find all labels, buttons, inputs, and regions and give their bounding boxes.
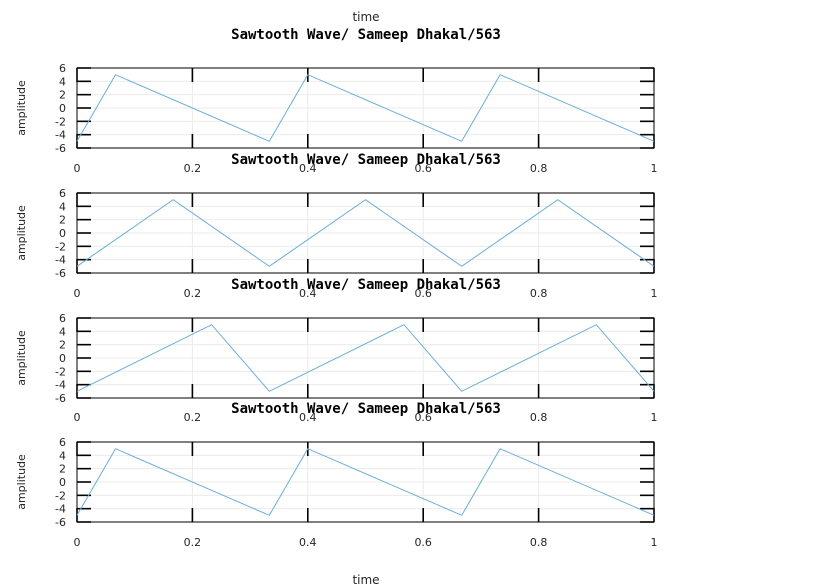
y-tick-label: 4: [59, 449, 66, 462]
x-tick-label: 0: [74, 411, 81, 424]
series-line: [76, 199, 655, 267]
x-tick-label: 0: [74, 536, 81, 549]
y-tick-label: 0: [59, 476, 66, 489]
y-axis-label: amplitude: [15, 454, 28, 510]
y-tick-label: -6: [55, 142, 66, 155]
y-tick-label: 0: [59, 227, 66, 240]
y-tick-label: 0: [59, 352, 66, 365]
x-tick-label: 0.2: [184, 536, 202, 549]
y-axis-label: amplitude: [15, 205, 28, 261]
y-tick-label: 2: [59, 89, 66, 102]
x-tick-label: 1: [651, 287, 658, 300]
y-tick-label: -2: [55, 240, 66, 253]
y-tick-label: 4: [59, 200, 66, 213]
y-tick-label: 4: [59, 75, 66, 88]
x-tick-label: 0.8: [530, 162, 548, 175]
x-tick-label: 0.6: [414, 536, 432, 549]
subplot-2: 0 0.2 0.4 0.6 0.8 16420-2-4-6amplitudeSawtoot…: [15, 152, 658, 300]
x-tick-label: 0.2: [184, 411, 202, 424]
y-tick-label: -6: [55, 516, 66, 529]
subplot-4: 0 0.2 0.4 0.6 0.8 16420-2-4-6amplitudeSawtoot…: [15, 401, 658, 549]
bottom-time-label: time: [352, 573, 379, 587]
y-tick-label: -4: [55, 129, 66, 142]
y-axis-label: amplitude: [15, 330, 28, 386]
y-tick-label: 6: [59, 62, 66, 75]
series-line: [76, 448, 655, 516]
x-tick-label: 0.8: [530, 411, 548, 424]
y-tick-label: 0: [59, 102, 66, 115]
y-axis-label: amplitude: [15, 80, 28, 136]
y-tick-label: 2: [59, 339, 66, 352]
y-tick-label: -6: [55, 267, 66, 280]
top-time-label: time: [352, 10, 379, 24]
y-tick-label: -2: [55, 365, 66, 378]
subplot-3: 0 0.2 0.4 0.6 0.8 16420-2-4-6amplitudeSawtoot…: [15, 277, 658, 424]
y-tick-label: 6: [59, 187, 66, 200]
x-tick-label: 0: [74, 162, 81, 175]
y-tick-label: 6: [59, 312, 66, 325]
y-tick-label: 2: [59, 214, 66, 227]
chart-panels: 0 0.2 0.4 0.6 0.8 16420-2-4-6amplitudeSawtoot…: [15, 27, 658, 549]
y-tick-label: -6: [55, 392, 66, 405]
x-tick-label: 1: [651, 411, 658, 424]
x-tick-label: 0.2: [184, 287, 202, 300]
series-line: [76, 324, 655, 392]
subplot-title: Sawtooth Wave/ Sameep Dhakal/563: [231, 27, 501, 43]
x-tick-label: 0.2: [184, 162, 202, 175]
x-tick-label: 0.6: [414, 411, 432, 424]
x-tick-label: 0.8: [530, 287, 548, 300]
y-tick-label: -4: [55, 254, 66, 267]
x-tick-label: 0.4: [299, 411, 317, 424]
x-tick-label: 1: [651, 536, 658, 549]
y-tick-label: 6: [59, 436, 66, 449]
y-tick-label: 2: [59, 463, 66, 476]
subplot-title: Sawtooth Wave/ Sameep Dhakal/563: [231, 277, 501, 293]
x-tick-label: 0.4: [299, 536, 317, 549]
x-tick-label: 0.4: [299, 162, 317, 175]
y-tick-label: -4: [55, 503, 66, 516]
x-tick-label: 0: [74, 287, 81, 300]
subplot-title: Sawtooth Wave/ Sameep Dhakal/563: [231, 401, 501, 417]
y-tick-label: -2: [55, 489, 66, 502]
series-line: [76, 74, 655, 142]
x-tick-label: 0.6: [414, 287, 432, 300]
x-tick-label: 0.6: [414, 162, 432, 175]
x-tick-label: 0.8: [530, 536, 548, 549]
y-tick-label: 4: [59, 325, 66, 338]
subplot-1: 0 0.2 0.4 0.6 0.8 16420-2-4-6amplitudeSawtoot…: [15, 27, 658, 175]
y-tick-label: -4: [55, 379, 66, 392]
subplot-title: Sawtooth Wave/ Sameep Dhakal/563: [231, 152, 501, 168]
x-tick-label: 1: [651, 162, 658, 175]
y-tick-label: -2: [55, 115, 66, 128]
x-tick-label: 0.4: [299, 287, 317, 300]
